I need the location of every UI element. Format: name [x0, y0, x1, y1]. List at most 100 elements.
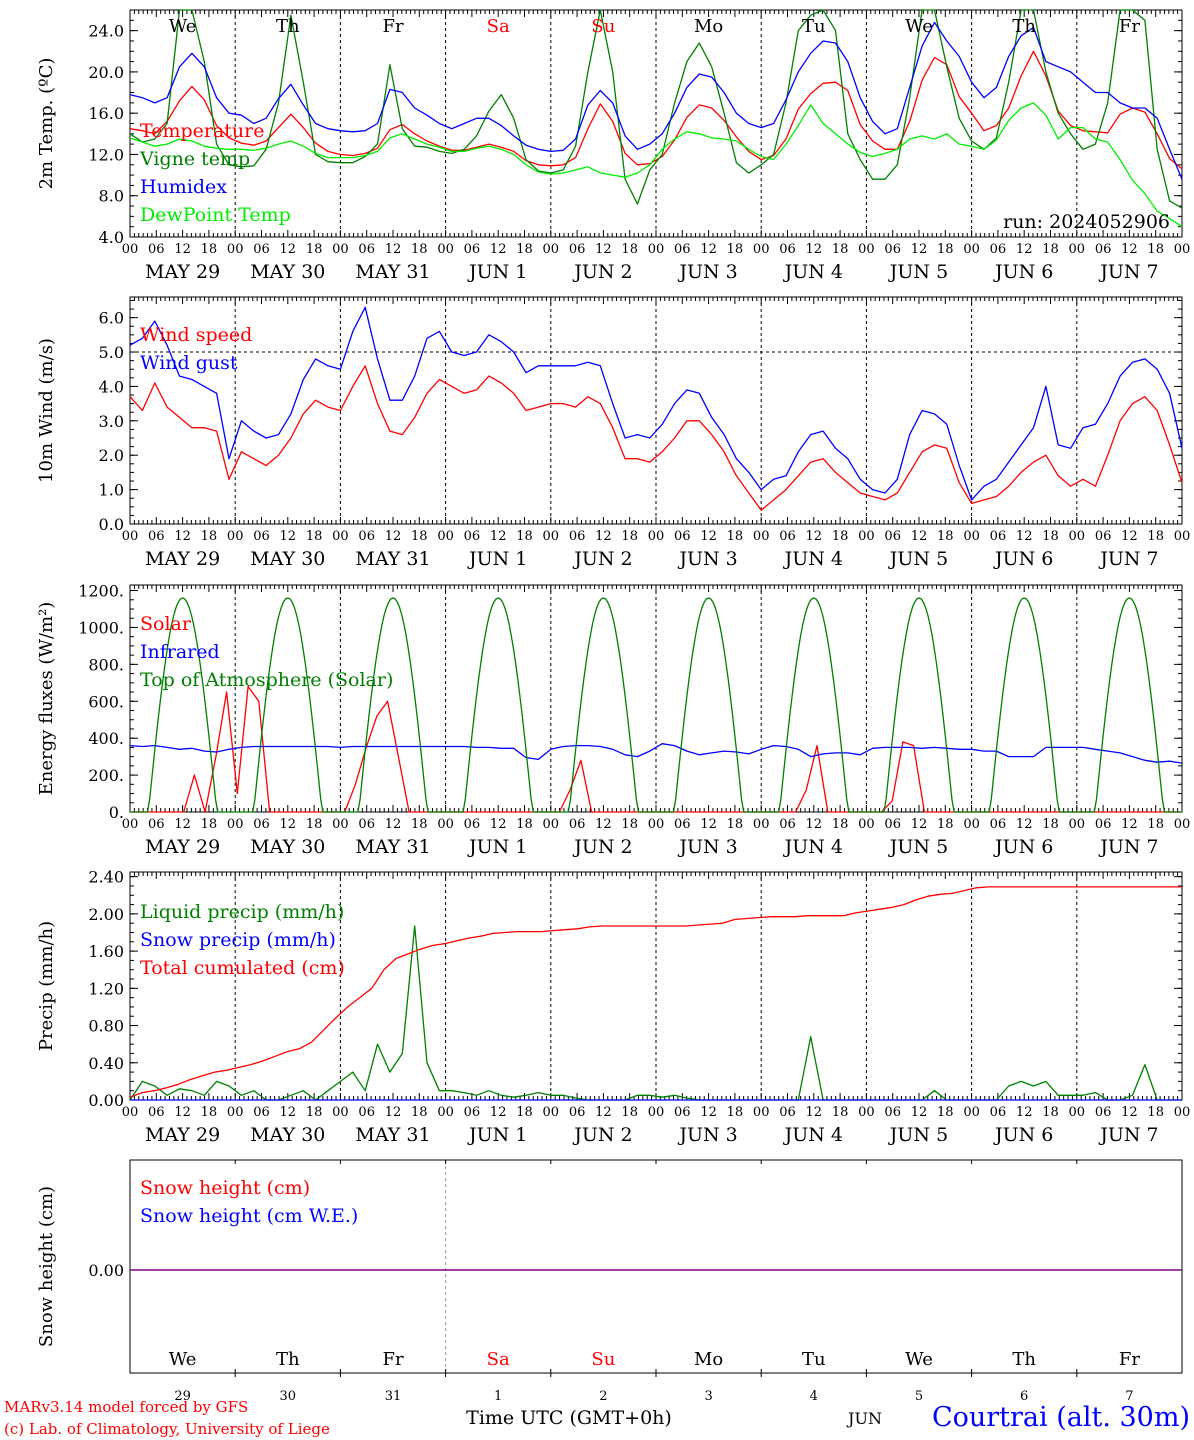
y-tick-label: 4.0 — [99, 377, 124, 396]
hour-tick-label: 18 — [621, 529, 638, 544]
weekday-label: We — [169, 1349, 197, 1370]
weekday-label: Sa — [487, 1349, 510, 1370]
hour-tick-label: 12 — [1016, 529, 1033, 544]
hour-tick-label: 00 — [1174, 817, 1191, 832]
hour-tick-label: 12 — [174, 529, 191, 544]
y-tick-label: 0. — [109, 803, 124, 822]
hour-tick-label: 00 — [753, 242, 770, 257]
y-tick-label: 800. — [88, 655, 124, 674]
hour-tick-label: 18 — [1147, 529, 1164, 544]
hour-tick-label: 06 — [990, 1105, 1007, 1120]
hour-tick-label: 00 — [648, 817, 665, 832]
weekday-label: Fr — [382, 1349, 403, 1370]
day-number-label: 4 — [810, 1389, 818, 1404]
weekday-label: Th — [1012, 16, 1036, 37]
hour-tick-label: 12 — [1016, 1105, 1033, 1120]
y-tick-label: 6.0 — [99, 309, 124, 328]
weekday-label: We — [905, 16, 933, 37]
weekday-label: We — [905, 1349, 933, 1370]
hour-tick-label: 06 — [148, 529, 165, 544]
day-number-label: 29 — [174, 1389, 191, 1404]
y-tick-label: 20.0 — [88, 63, 124, 82]
date-label: MAY 29 — [145, 261, 220, 283]
date-label: MAY 29 — [145, 836, 220, 858]
day-number-label: 1 — [494, 1389, 502, 1404]
hour-tick-label: 06 — [464, 817, 481, 832]
hour-tick-label: 06 — [253, 1105, 270, 1120]
hour-tick-label: 18 — [411, 529, 428, 544]
legend-entry: Snow height (cm) — [140, 1177, 310, 1199]
date-label: JUN 2 — [572, 261, 632, 283]
hour-tick-label: 06 — [148, 242, 165, 257]
hour-tick-label: 06 — [674, 529, 691, 544]
date-label: JUN 3 — [677, 548, 737, 570]
hour-tick-label: 12 — [1121, 817, 1138, 832]
hour-tick-label: 06 — [148, 817, 165, 832]
date-label: JUN 1 — [467, 548, 527, 570]
hour-tick-label: 00 — [648, 1105, 665, 1120]
y-tick-label: 0.00 — [88, 1091, 124, 1110]
hour-tick-label: 12 — [595, 242, 612, 257]
hour-tick-label: 18 — [1042, 817, 1059, 832]
credit-line-1: MARv3.14 model forced by GFS — [4, 1398, 248, 1416]
hour-tick-label: 18 — [937, 242, 954, 257]
hour-tick-label: 00 — [963, 242, 980, 257]
hour-tick-label: 00 — [963, 1105, 980, 1120]
hour-tick-label: 00 — [332, 529, 349, 544]
hour-tick-label: 12 — [806, 817, 823, 832]
panel-3: 00 06 12 18 00 06 12 18 00 06 12 18 00 06 12 18 00 06 12 18… — [36, 582, 1190, 858]
hour-tick-label: 12 — [595, 817, 612, 832]
hour-tick-label: 18 — [411, 1105, 428, 1120]
date-label: JUN 5 — [888, 548, 948, 570]
weekday-label: Mo — [694, 1349, 723, 1370]
date-label: JUN 4 — [783, 1124, 843, 1146]
hour-tick-label: 18 — [727, 242, 744, 257]
hour-tick-label: 12 — [385, 529, 402, 544]
legend-entry: Solar — [140, 613, 192, 635]
panel-4: 00 06 12 18 00 06 12 18 00 06 12 18 00 06 12 18 00 06 12 18… — [36, 868, 1190, 1146]
day-number-label: 31 — [385, 1389, 402, 1404]
date-label: JUN 7 — [1098, 261, 1158, 283]
hour-tick-label: 12 — [490, 1105, 507, 1120]
weekday-label: Su — [591, 16, 615, 37]
hour-tick-label: 12 — [280, 1105, 297, 1120]
hour-tick-label: 12 — [1121, 1105, 1138, 1120]
weekday-label: Mo — [694, 16, 723, 37]
y-axis-title: Energy fluxes (W/m²) — [36, 602, 57, 796]
run-annotation: run: 2024052906 — [1003, 211, 1170, 233]
series-line-wind-speed — [129, 365, 1183, 511]
day-number-label: 3 — [704, 1389, 712, 1404]
day-number-label: 7 — [1125, 1389, 1133, 1404]
date-label: JUN 4 — [783, 261, 843, 283]
hour-tick-label: 18 — [306, 1105, 323, 1120]
hour-tick-label: 12 — [174, 242, 191, 257]
weekday-label: Th — [276, 1349, 300, 1370]
y-tick-label: 1200. — [78, 582, 124, 601]
series-line-wind-gust — [129, 306, 1183, 501]
hour-tick-label: 00 — [753, 817, 770, 832]
date-label: JUN 7 — [1098, 548, 1158, 570]
hour-tick-label: 06 — [569, 1105, 586, 1120]
credit-line-2: (c) Lab. of Climatology, University of L… — [4, 1420, 330, 1438]
date-label: MAY 31 — [355, 261, 430, 283]
hour-tick-label: 00 — [437, 817, 454, 832]
hour-tick-label: 18 — [937, 817, 954, 832]
hour-tick-label: 06 — [884, 1105, 901, 1120]
date-label: MAY 31 — [355, 836, 430, 858]
hour-tick-label: 12 — [490, 529, 507, 544]
hour-tick-label: 00 — [332, 817, 349, 832]
hour-tick-label: 06 — [464, 242, 481, 257]
hour-tick-label: 06 — [358, 529, 375, 544]
y-tick-label: 1.60 — [88, 942, 124, 961]
y-tick-label: 2.0 — [99, 446, 124, 465]
y-tick-label: 200. — [88, 766, 124, 785]
date-label: JUN 3 — [677, 1124, 737, 1146]
hour-tick-label: 18 — [201, 1105, 218, 1120]
hour-tick-label: 12 — [595, 529, 612, 544]
hour-tick-label: 06 — [569, 242, 586, 257]
hour-tick-label: 12 — [490, 242, 507, 257]
y-tick-label: 5.0 — [99, 343, 124, 362]
hour-tick-label: 00 — [227, 817, 244, 832]
legend-entry: DewPoint Temp — [140, 204, 291, 226]
date-label: MAY 29 — [145, 548, 220, 570]
